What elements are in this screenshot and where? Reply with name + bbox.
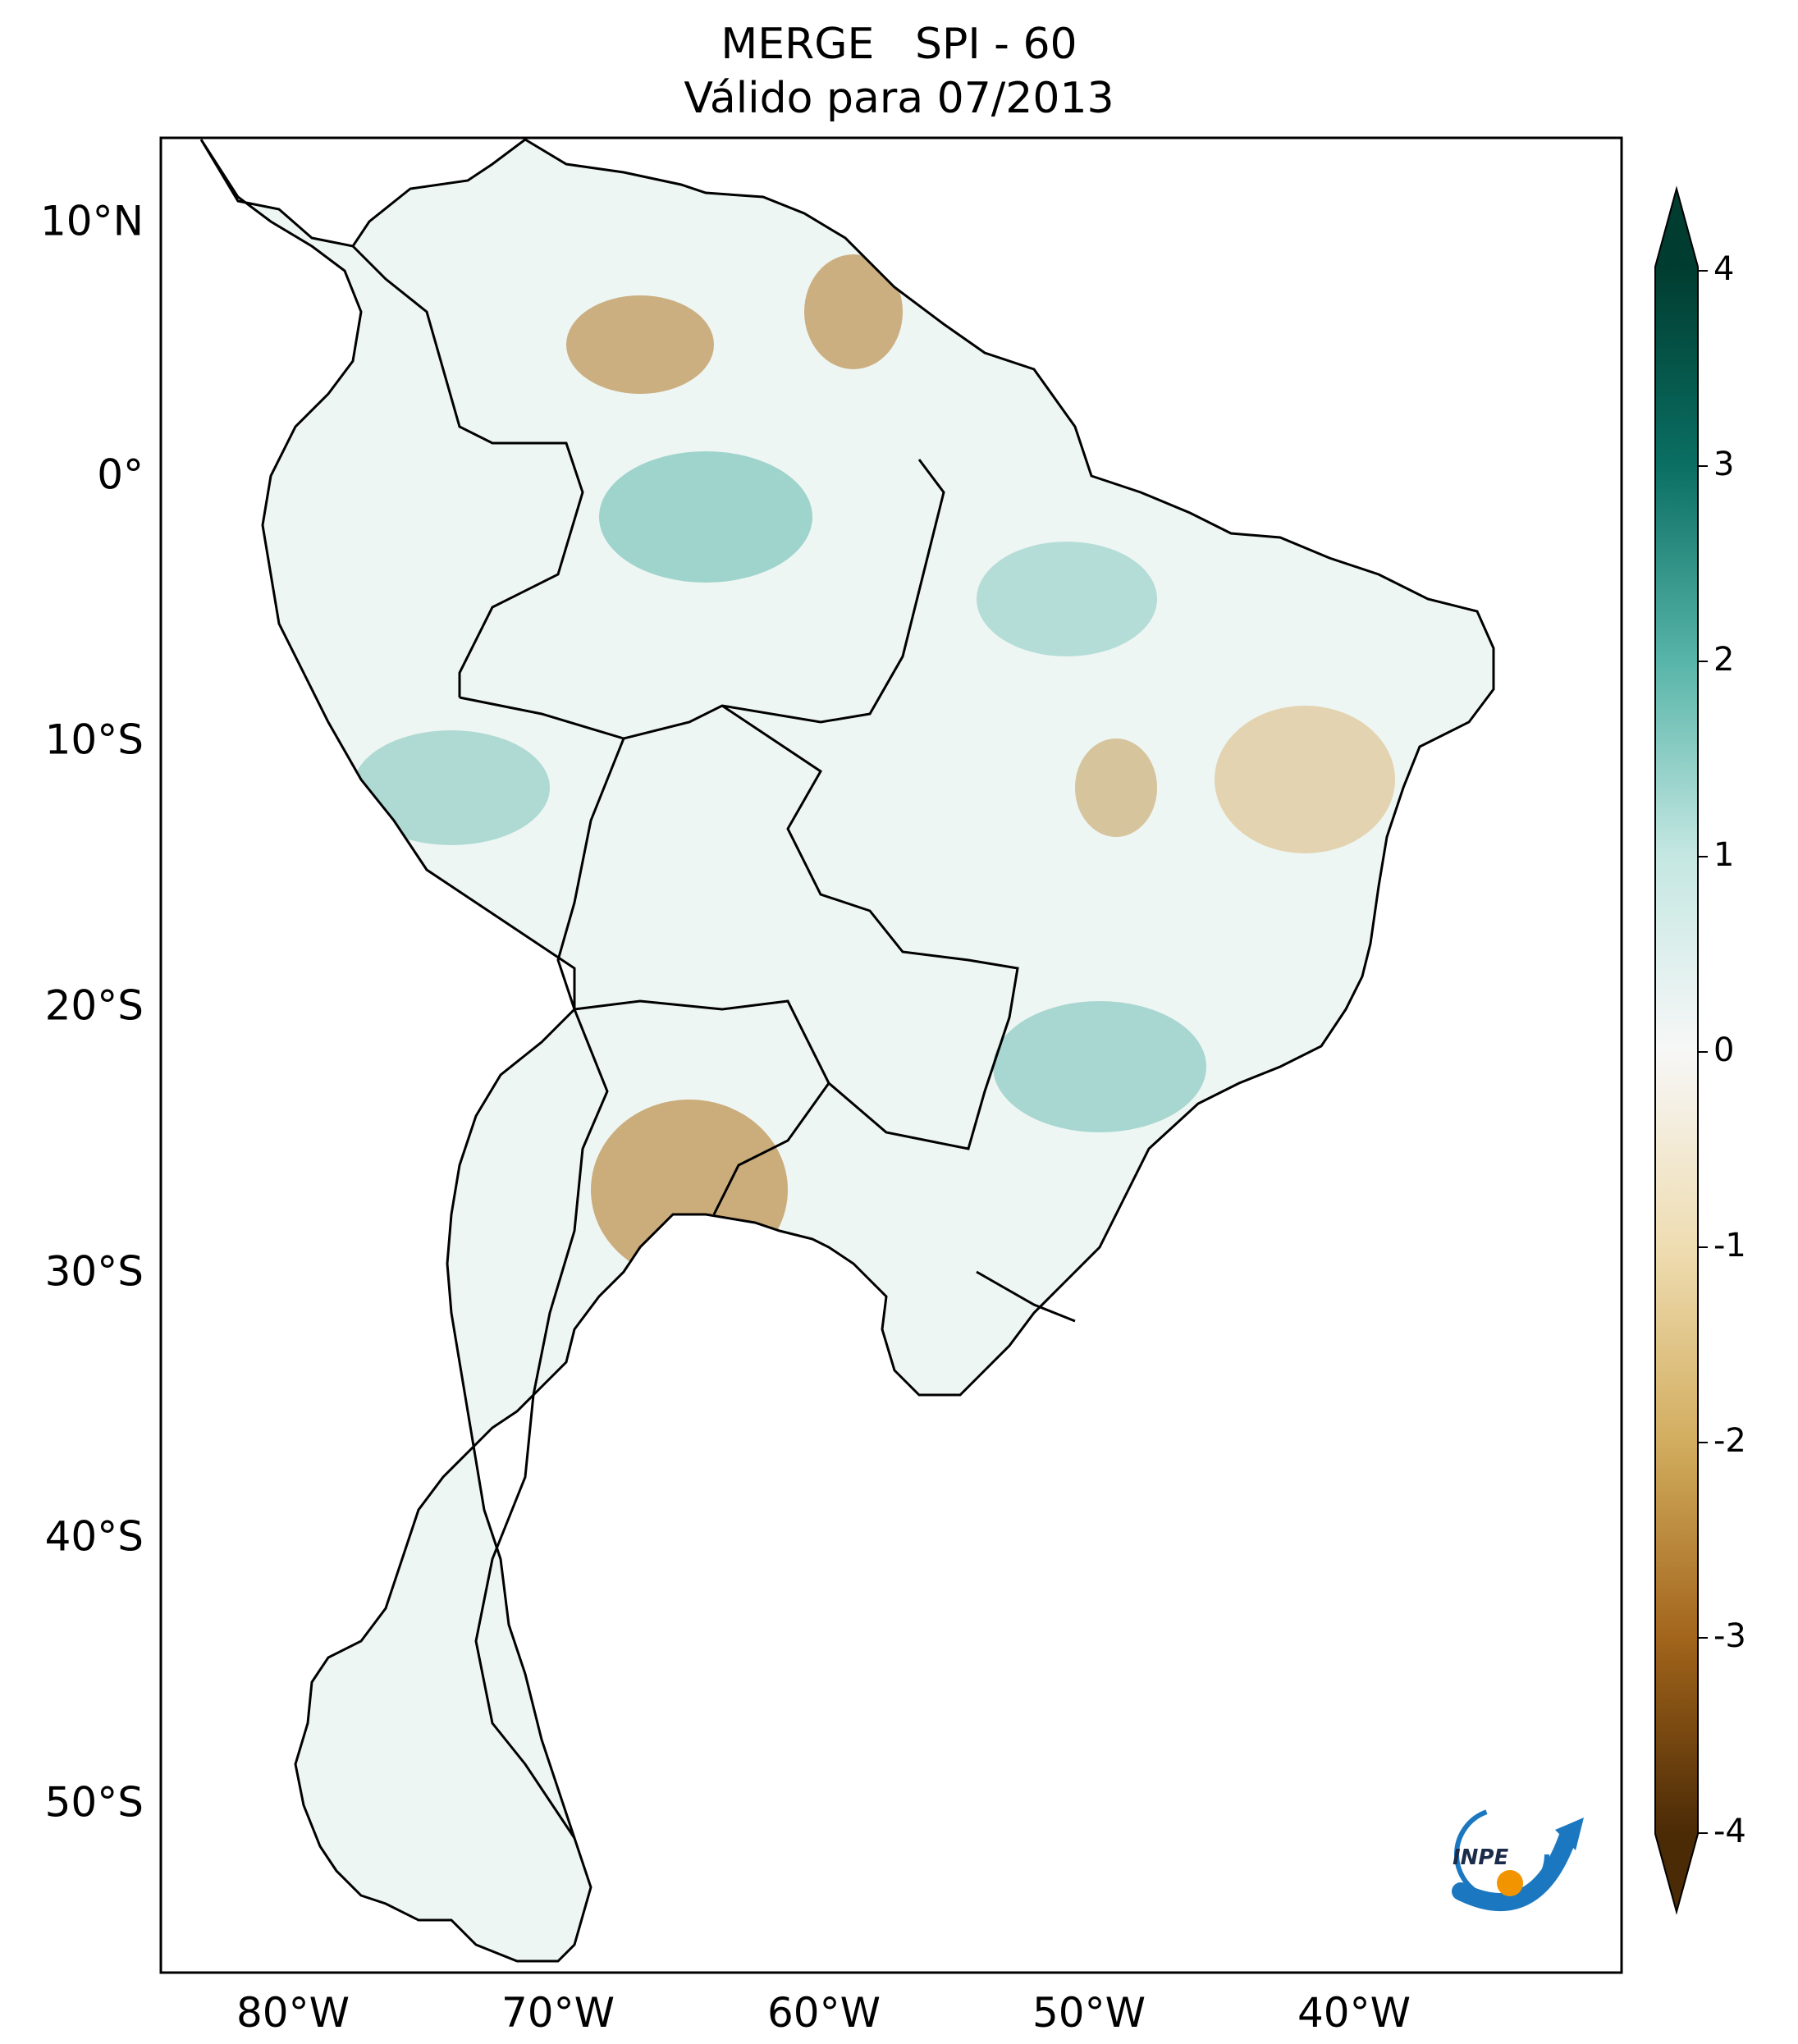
wet-anomaly-peru <box>353 730 550 845</box>
border-bolivia-paraguay <box>574 704 1019 1150</box>
logo-orange-dot <box>1497 1870 1523 1896</box>
border-peru-bolivia <box>556 738 625 1010</box>
cb-tick-label: 1 <box>1713 836 1734 874</box>
lon-tick-label: 60°W <box>767 1989 881 2037</box>
border-chile-argentina <box>474 1008 609 1839</box>
map-subtitle: Válido para 07/2013 <box>684 74 1114 123</box>
cb-tick-label: 3 <box>1713 446 1734 483</box>
cb-tick-label: 2 <box>1713 641 1734 679</box>
lat-tick-label: 50°S <box>45 1779 144 1827</box>
lon-tick-label: 80°W <box>236 1989 350 2037</box>
dry-anomaly-guyana <box>804 254 903 369</box>
lat-tick-label: 10°N <box>40 198 144 245</box>
lon-axis: 80°W 70°W 60°W 50°W 40°W <box>236 1989 1411 2037</box>
cb-tick-label: -3 <box>1713 1617 1746 1655</box>
wet-anomaly-para <box>977 542 1157 656</box>
lon-tick-label: 70°W <box>501 1989 615 2037</box>
cb-tick-label: -4 <box>1713 1813 1746 1850</box>
dry-anomaly-bahia <box>1215 706 1395 853</box>
wet-anomaly-southeast <box>993 1001 1206 1132</box>
cb-tick-label: -1 <box>1713 1227 1746 1264</box>
country-borders <box>351 245 1076 1839</box>
dry-anomaly-venezuela <box>566 295 714 394</box>
logo-text: INPE <box>1453 1845 1508 1870</box>
border-uruguay <box>976 1270 1076 1323</box>
colorbar-ticks <box>1698 270 1708 1834</box>
lat-axis: 10°N 0° 10°S 20°S 30°S 40°S 50°S <box>40 198 144 1827</box>
lon-tick-label: 40°W <box>1297 1989 1411 2037</box>
dry-anomaly-tocantins <box>1075 738 1157 837</box>
lat-tick-label: 40°S <box>45 1513 144 1561</box>
lat-tick-label: 10°S <box>45 716 144 764</box>
colorbar: 4 3 2 1 0 -1 -2 -3 -4 <box>1654 185 1746 1915</box>
border-paraguay-argentina <box>712 1082 830 1215</box>
lon-tick-label: 50°W <box>1032 1989 1146 2037</box>
cb-tick-label: 0 <box>1713 1031 1734 1069</box>
map-title: MERGE SPI - 60 <box>721 20 1077 69</box>
lat-tick-label: 20°S <box>45 982 144 1030</box>
inpe-logo: INPE <box>1452 1807 1584 1912</box>
cb-tick-label: 4 <box>1713 250 1734 288</box>
colorbar-labels: 4 3 2 1 0 -1 -2 -3 -4 <box>1713 250 1746 1850</box>
border-brazil-north <box>459 459 945 740</box>
colorbar-extend-min <box>1655 1834 1698 1912</box>
wet-anomaly-amazon <box>599 451 812 583</box>
border-colombia <box>351 245 584 697</box>
lat-tick-label: 30°S <box>45 1248 144 1296</box>
cb-tick-label: -2 <box>1713 1422 1746 1460</box>
colorbar-extend-max <box>1655 189 1698 267</box>
colorbar-body <box>1655 267 1698 1834</box>
lat-tick-label: 0° <box>97 451 144 499</box>
logo-swoosh <box>1452 1829 1576 1912</box>
logo-arrow <box>1555 1818 1584 1850</box>
